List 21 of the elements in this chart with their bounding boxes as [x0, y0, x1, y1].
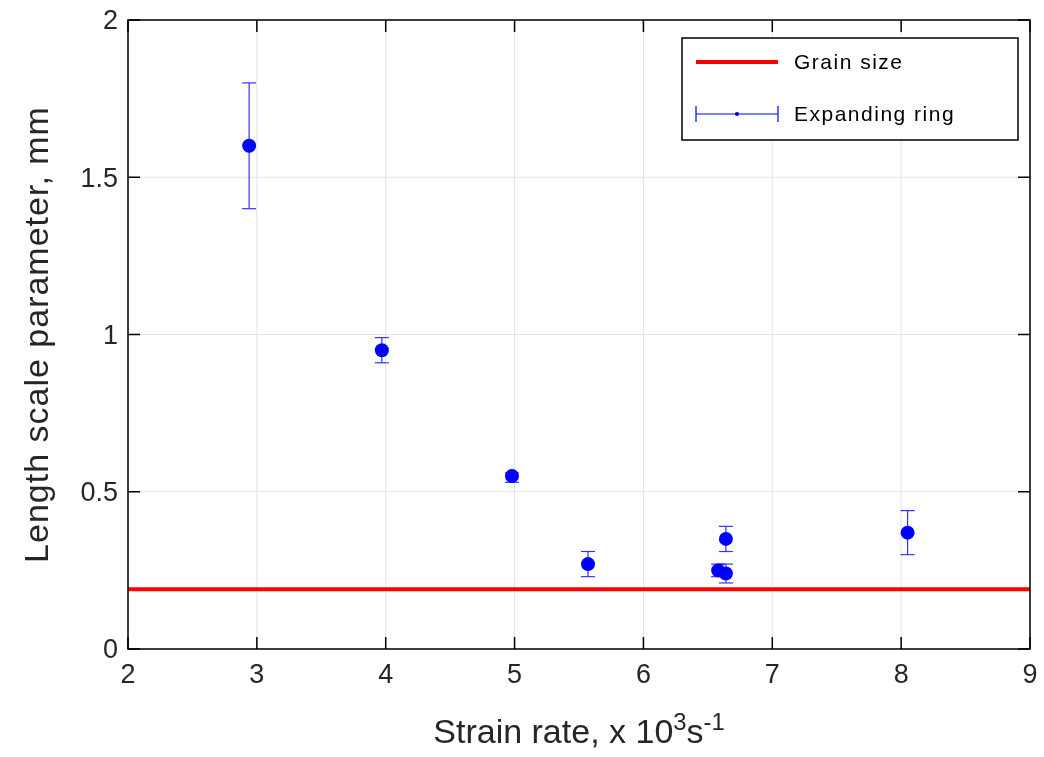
x-tick-label: 9 [1022, 659, 1038, 689]
point [242, 138, 257, 153]
y-axis-title: Length scale parameter, mm [17, 106, 55, 563]
x-tick-label: 8 [893, 659, 909, 689]
point [900, 525, 915, 540]
legend-label: Expanding ring [794, 102, 956, 126]
y-tick-label: 0 [102, 634, 118, 665]
x-tick-label: 7 [764, 659, 780, 689]
point [374, 343, 389, 358]
x-tick-label: 3 [249, 659, 265, 689]
x-tick-label: 4 [378, 659, 394, 689]
point [718, 531, 733, 546]
x-tick-label: 5 [507, 659, 523, 689]
y-tick-label: 2 [102, 5, 118, 36]
y-tick-label: 1.5 [80, 162, 118, 193]
y-tick-label: 1 [102, 319, 118, 350]
point [581, 557, 596, 572]
x-tick-label: 6 [635, 659, 651, 689]
x-axis-title: Strain rate, x 10$^{3}$s$^{-1}$ [433, 707, 725, 750]
legend-label: Grain size [794, 50, 904, 74]
y-tick-label: 0.5 [80, 477, 118, 508]
